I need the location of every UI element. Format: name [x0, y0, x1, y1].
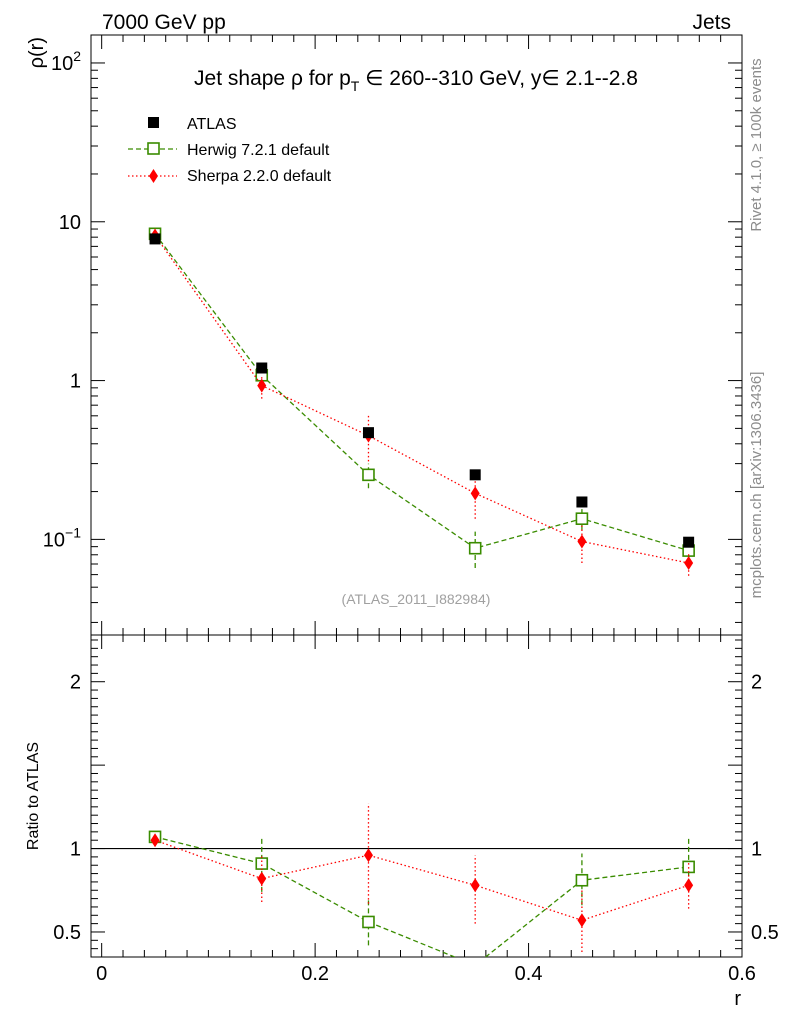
- title-prefix: Jet shape ρ for p: [194, 67, 351, 90]
- title-subscript: T: [351, 78, 360, 94]
- main-herwig-point: [362, 468, 375, 482]
- ratio-y-tick-labels: 2 2 1 1 0.5 0.5: [53, 672, 779, 944]
- ratio-sherpa-point: [257, 871, 267, 886]
- main-ytick-label-exponent: −1: [65, 524, 81, 540]
- main-sherpa-point: [684, 556, 694, 571]
- main-herwig-point: [575, 512, 589, 525]
- main-atlas-point: [149, 233, 161, 245]
- ratio-sherpa-line: [154, 839, 689, 921]
- x-axis-label: r: [734, 988, 741, 1010]
- main-ytick-label: 102: [51, 48, 81, 75]
- ratio-herwig-line: [154, 836, 689, 957]
- ratio-x-tick-labels: 0 0.2 0.4 0.6: [96, 963, 756, 985]
- main-herwig-point: [468, 541, 482, 555]
- analysis-watermark: (ATLAS_2011_I882984): [342, 591, 491, 607]
- main-data-layer: [148, 227, 695, 576]
- x-tick-label: 0.4: [515, 963, 543, 985]
- legend-marker-sherpa: [149, 169, 158, 183]
- ratio-sherpa-point: [363, 848, 373, 863]
- ratio-ytick-label-right: 2: [751, 672, 762, 694]
- main-atlas-point: [576, 496, 588, 508]
- ratio-ytick-label-right: 1: [751, 839, 762, 861]
- ratio-plot-frame: [90, 634, 743, 958]
- main-atlas-point: [683, 536, 695, 548]
- main-sherpa-point: [470, 486, 480, 501]
- main-sherpa-point: [257, 378, 267, 393]
- x-tick-label: 0.6: [728, 963, 756, 985]
- ratio-sherpa-point: [150, 833, 160, 848]
- legend-label-herwig: Herwig 7.2.1 default: [187, 142, 330, 159]
- main-herwig-line: [154, 233, 689, 552]
- main-sherpa-line: [154, 235, 689, 564]
- ratio-herwig-point: [362, 915, 375, 929]
- main-sherpa-point: [577, 534, 587, 549]
- main-atlas-point: [362, 427, 374, 439]
- ratio-sherpa-point: [577, 913, 587, 928]
- main-ytick-label: 10: [59, 212, 81, 234]
- legend-label-sherpa: Sherpa 2.2.0 default: [187, 168, 332, 185]
- ratio-data-layer: [91, 803, 742, 957]
- ratio-ytick-label-left: 2: [70, 672, 81, 694]
- legend-marker-herwig: [147, 142, 160, 155]
- x-tick-label: 0: [96, 963, 107, 985]
- legend: ATLAS Herwig 7.2.1 default Sherpa 2.2.0 …: [128, 116, 332, 185]
- main-ytick-label-base: 10: [43, 529, 65, 551]
- ratio-ytick-label-left: 0.5: [53, 922, 81, 944]
- main-plot-title: Jet shape ρ for pT ∈ 260--310 GeV, y∈ 2.…: [194, 67, 638, 94]
- main-axis-ticks: [91, 35, 743, 635]
- mcplots-label: mcplots.cern.ch [arXiv:1306.3436]: [748, 372, 765, 599]
- x-tick-label: 0.2: [301, 963, 329, 985]
- ratio-herwig-point: [255, 857, 269, 870]
- title-suffix: ∈ 260--310 GeV, y∈ 2.1--2.8: [359, 67, 638, 90]
- legend-label-atlas: ATLAS: [187, 116, 237, 133]
- main-ytick-label: 1: [70, 371, 81, 393]
- main-y-axis-label: ρ(r): [26, 37, 48, 68]
- main-atlas-point: [469, 469, 481, 481]
- main-ytick-label-base: 10: [51, 53, 73, 75]
- ratio-herwig-point: [575, 873, 589, 887]
- ratio-sherpa-point: [684, 878, 694, 893]
- ratio-y-axis-label: Ratio to ATLAS: [25, 742, 42, 850]
- header-category-label: Jets: [692, 11, 731, 34]
- ratio-sherpa-point: [470, 878, 480, 893]
- ratio-ytick-label-left: 1: [70, 839, 81, 861]
- ratio-ytick-label-right: 0.5: [751, 922, 779, 944]
- main-atlas-point: [256, 362, 268, 374]
- main-ytick-label: 10−1: [43, 524, 81, 551]
- ratio-herwig-point: [682, 860, 695, 874]
- ratio-axis-ticks: [91, 635, 743, 958]
- header-energy-label: 7000 GeV pp: [102, 11, 226, 34]
- legend-marker-atlas: [148, 117, 159, 128]
- rivet-version-label: Rivet 4.1.0, ≥ 100k events: [748, 58, 765, 231]
- main-ytick-label-exponent: 2: [73, 48, 81, 64]
